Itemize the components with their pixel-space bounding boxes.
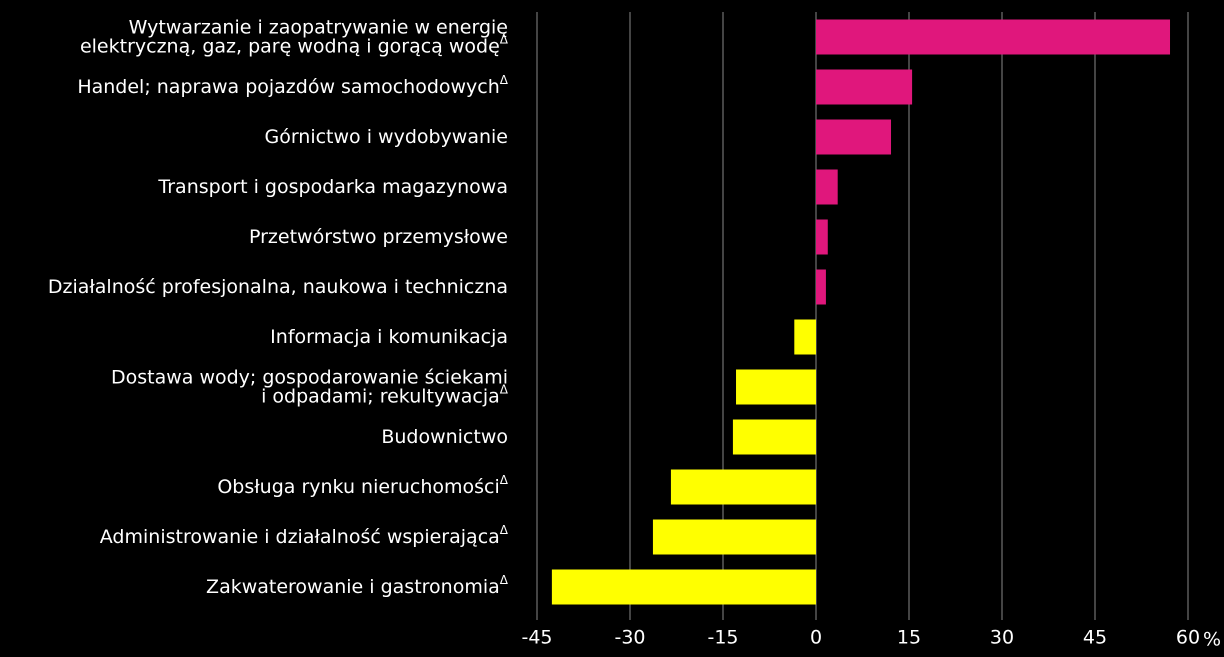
y-tick-label: Handel; naprawa pojazdów samochodowychΔ (77, 73, 508, 98)
bar (816, 19, 1171, 55)
x-tick-label: 15 (897, 627, 921, 649)
label-note: Δ (500, 523, 509, 537)
label-line: Wytwarzanie i zaopatrywanie w energię (129, 16, 508, 38)
bar (816, 169, 838, 205)
label-line: Przetwórstwo przemysłowe (249, 226, 508, 248)
y-tick-label: Transport i gospodarka magazynowa (157, 176, 508, 198)
label-line: Dostawa wody; gospodarowanie ściekami (111, 366, 508, 388)
label-line: Górnictwo i wydobywanie (264, 126, 508, 148)
label-line: Budownictwo (381, 426, 508, 448)
label-line: Handel; naprawa pojazdów samochodowych (77, 76, 499, 98)
y-tick-label: Informacja i komunikacja (270, 326, 508, 348)
x-tick-label: -45 (521, 627, 552, 649)
y-tick-label: Zakwaterowanie i gastronomiaΔ (206, 573, 509, 598)
label-line: Informacja i komunikacja (270, 326, 508, 348)
bar (816, 69, 913, 105)
y-tick-label: Przetwórstwo przemysłowe (249, 226, 508, 248)
x-tick-label: -30 (614, 627, 645, 649)
bar (794, 319, 816, 355)
bar (736, 369, 816, 405)
label-line: Transport i gospodarka magazynowa (157, 176, 508, 198)
label-note: Δ (500, 73, 509, 87)
x-tick-label: 45 (1083, 627, 1107, 649)
bar (670, 469, 816, 505)
bar (652, 519, 816, 555)
label-line: Administrowanie i działalność wspierając… (100, 526, 500, 548)
y-tick-label: Działalność profesjonalna, naukowa i tec… (48, 276, 508, 298)
label-line: Obsługa rynku nieruchomości (217, 476, 499, 498)
label-note: Δ (500, 382, 509, 396)
x-unit: % (1203, 629, 1221, 651)
bar (551, 569, 816, 605)
label-note: Δ (500, 32, 509, 46)
bar (816, 269, 826, 305)
y-tick-label: Górnictwo i wydobywanie (264, 126, 508, 148)
y-tick-label: Obsługa rynku nieruchomościΔ (217, 473, 508, 498)
label-note: Δ (500, 473, 509, 487)
x-tick-label: 60 (1176, 627, 1200, 649)
y-tick-label: Budownictwo (381, 426, 508, 448)
y-tick-label: Dostawa wody; gospodarowanie ściekami i o… (111, 366, 509, 407)
bar (816, 119, 892, 155)
label-line: i odpadami; rekultywacja (261, 385, 500, 407)
y-tick-label: Wytwarzanie i zaopatrywanie w energię ele… (80, 16, 509, 57)
bar (816, 219, 828, 255)
x-tick-label: 0 (810, 627, 822, 649)
label-note: Δ (500, 573, 509, 587)
x-tick-label: -15 (707, 627, 738, 649)
y-tick-label: Administrowanie i działalność wspierając… (100, 523, 509, 548)
label-line: elektryczną, gaz, parę wodną i gorącą wo… (80, 35, 500, 57)
bar (732, 419, 816, 455)
label-line: Zakwaterowanie i gastronomia (206, 576, 500, 598)
x-tick-label: 30 (990, 627, 1014, 649)
label-line: Działalność profesjonalna, naukowa i tec… (48, 276, 508, 298)
